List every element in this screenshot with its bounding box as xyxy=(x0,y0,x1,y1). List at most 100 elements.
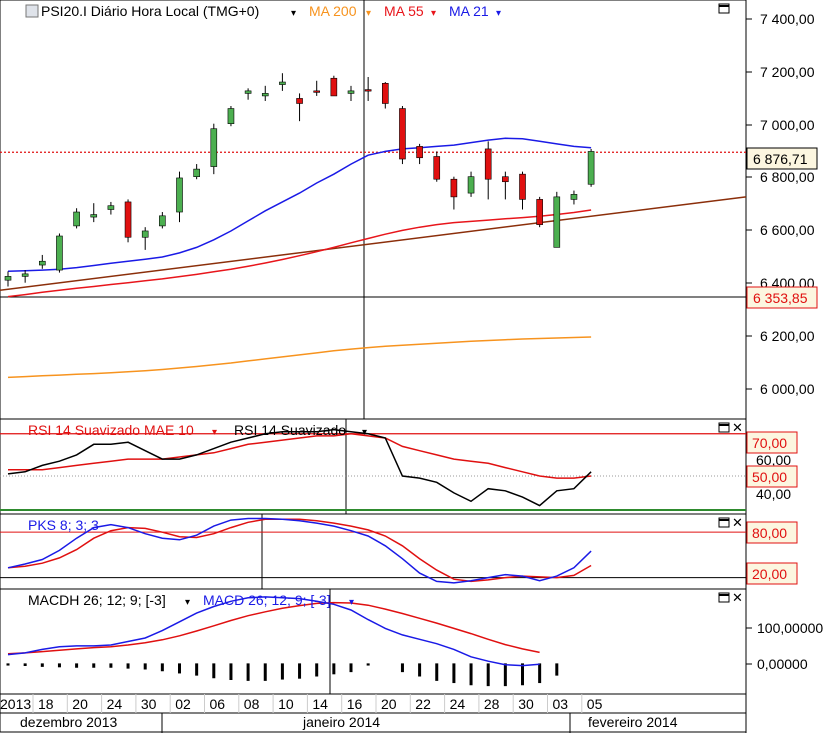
candle-bull xyxy=(261,93,269,97)
candle-bull xyxy=(279,81,286,85)
macd-histogram-bar xyxy=(486,663,490,687)
macd-signal-line xyxy=(7,601,540,655)
legend-pks[interactable]: PKS 8; 3; 3 xyxy=(28,517,99,533)
candle-bear xyxy=(381,82,389,104)
close-macd-icon[interactable]: ✕ xyxy=(732,590,743,605)
ma21-line xyxy=(7,137,592,273)
chart-menu-icon[interactable] xyxy=(25,4,39,18)
ma21-dropdown-icon[interactable]: ▾ xyxy=(496,8,501,19)
macd-histogram-bar xyxy=(538,663,542,684)
macd-histogram-bar xyxy=(521,663,524,686)
candle-bull xyxy=(570,194,578,200)
x-tick-label: 20 xyxy=(381,696,397,712)
y-tick: 6 600,00 xyxy=(760,222,815,238)
macd-histogram-bar xyxy=(555,663,559,676)
close-rsi-icon[interactable]: ✕ xyxy=(732,420,743,435)
price-panel[interactable] xyxy=(0,0,747,420)
legend-macdh[interactable]: MACDH 26; 12; 9; [-3] xyxy=(28,592,166,608)
y-tick: 7 200,00 xyxy=(760,64,815,80)
macd-histogram-bar xyxy=(143,663,147,670)
macd-dropdown-icon[interactable]: ▾ xyxy=(349,597,354,608)
month-label: fevereiro 2014 xyxy=(588,714,678,730)
legend-rsi[interactable]: RSI 14 Suavizado xyxy=(234,422,346,438)
price-title: PSI20.I Diário Hora Local (TMG+0) xyxy=(41,3,259,19)
candle-bear xyxy=(502,176,509,183)
rsi-mae-dropdown-icon[interactable]: ▾ xyxy=(212,427,217,438)
candle-bull xyxy=(347,90,355,94)
title-dropdown-icon[interactable]: ▾ xyxy=(291,8,296,19)
rsi-level-label: 70,00 xyxy=(752,435,787,451)
candle-bear xyxy=(313,90,321,93)
x-tick-label: 08 xyxy=(244,696,260,712)
crosshair-price-label: 6 353,85 xyxy=(753,290,808,306)
legend-ma55[interactable]: MA 55 xyxy=(384,3,424,19)
macd-histogram-bar xyxy=(298,663,302,679)
legend-rsi-mae[interactable]: RSI 14 Suavizado MAE 10 xyxy=(28,422,194,438)
rsi-line xyxy=(7,428,592,507)
macd-histogram-bar xyxy=(109,663,113,668)
y-tick: 0,00000 xyxy=(757,656,808,672)
ma55-dropdown-icon[interactable]: ▾ xyxy=(431,8,436,19)
macd-histogram-bar xyxy=(75,663,79,668)
candle-bull xyxy=(227,108,235,124)
x-tick-label: 30 xyxy=(141,696,157,712)
legend-ma21[interactable]: MA 21 xyxy=(449,3,489,19)
pks-level-badge xyxy=(746,521,798,544)
candle-bear xyxy=(124,201,132,238)
macd-histogram-bar xyxy=(57,663,61,668)
macdh-dropdown-icon[interactable]: ▾ xyxy=(185,597,190,608)
last-price-badge xyxy=(746,147,818,170)
candle-bear xyxy=(484,148,492,180)
macd-histogram-bar xyxy=(315,663,319,677)
candle-bull xyxy=(107,205,115,210)
macd-histogram-bar xyxy=(452,663,456,684)
macd-histogram-bar xyxy=(40,663,44,667)
macd-histogram-bar xyxy=(263,663,267,681)
maximize-price-icon[interactable] xyxy=(718,3,730,14)
macd-histogram-bar xyxy=(195,663,199,676)
candle-bull xyxy=(553,196,561,248)
macd-histogram-bar xyxy=(349,663,353,673)
maximize-macd-icon[interactable] xyxy=(718,592,730,603)
y-tick: 6 000,00 xyxy=(760,381,815,397)
maximize-pks-icon[interactable] xyxy=(718,517,730,528)
y-tick: 7 000,00 xyxy=(760,117,815,133)
macd-histogram-bar xyxy=(469,663,473,686)
x-tick-label: 18 xyxy=(38,696,54,712)
candle-bull xyxy=(4,276,12,281)
candle-bull xyxy=(56,235,63,271)
pks-level-badge xyxy=(746,562,798,585)
candle-bear xyxy=(450,178,458,198)
rsi-dropdown-icon[interactable]: ▾ xyxy=(362,427,367,438)
legend-ma200[interactable]: MA 200 xyxy=(309,3,357,19)
x-axis-labels: 2013 18 20 24 30 02 06 08 10 14 16 20 22 24 28 30 03 05 xyxy=(0,694,603,713)
y-tick: 7 400,00 xyxy=(760,11,815,27)
y-tick: 6 800,00 xyxy=(760,169,815,185)
candle-bull xyxy=(141,230,149,238)
x-tick-label: 30 xyxy=(518,696,534,712)
macd-histogram-bar xyxy=(435,663,439,681)
pks-layer xyxy=(0,517,746,584)
close-pks-icon[interactable]: ✕ xyxy=(732,515,743,530)
ma200-dropdown-icon[interactable]: ▾ xyxy=(366,8,371,19)
month-label: dezembro 2013 xyxy=(20,714,118,730)
macd-histogram-bar xyxy=(126,663,130,669)
macd-histogram-bar xyxy=(212,663,216,679)
macd-histogram-bar xyxy=(178,663,181,674)
pks-level-label: 80,00 xyxy=(752,525,787,541)
macd-histogram-bar xyxy=(23,663,27,666)
candle-bull xyxy=(467,176,475,194)
pks-k-line xyxy=(7,517,592,584)
x-tick-label: 24 xyxy=(107,696,123,712)
maximize-rsi-icon[interactable] xyxy=(718,422,730,433)
last-price-label: 6 876,71 xyxy=(753,151,808,167)
candle-bear xyxy=(364,89,372,92)
legend-macd[interactable]: MACD 26; 12; 9; [-3] xyxy=(203,592,331,608)
crosshair-price-badge xyxy=(746,286,818,309)
candle-bear xyxy=(433,156,441,180)
candle-bull xyxy=(38,260,46,266)
x-tick-label: 02 xyxy=(175,696,191,712)
price-layer xyxy=(0,73,747,379)
candle-bull xyxy=(244,90,252,94)
